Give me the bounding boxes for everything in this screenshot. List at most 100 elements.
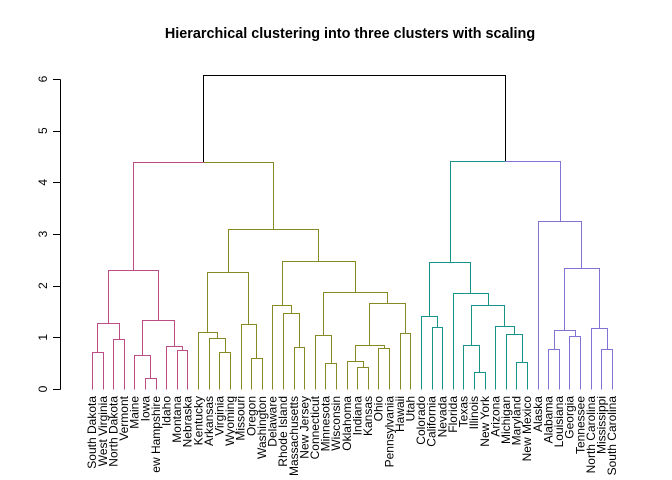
branch: [282, 261, 319, 306]
y-tick-label: 5: [36, 127, 50, 134]
leaf-label: Utah: [404, 396, 418, 421]
leaf-branch: [325, 363, 332, 390]
leaf-branch: [119, 339, 125, 390]
branch: [207, 332, 218, 339]
leaf-label: Alaska: [531, 396, 545, 432]
branch: [291, 313, 300, 348]
leaf-branch: [113, 339, 120, 390]
leaf-branch: [495, 326, 505, 390]
leaf-label: Maine: [128, 396, 142, 429]
branch: [387, 303, 406, 334]
y-tick-label: 0: [36, 385, 50, 392]
leaf-branch: [378, 348, 385, 390]
leaf-branch: [134, 355, 143, 390]
leaf-label: Minnesota: [319, 396, 333, 452]
leaf-label: West Virginia: [96, 396, 110, 467]
branch: [142, 355, 151, 379]
leaf-branch: [432, 327, 438, 390]
leaf-label: South Carolina: [605, 396, 619, 476]
leaf-branch: [607, 349, 613, 390]
leaf-branch: [453, 293, 471, 390]
branch: [282, 305, 292, 314]
leaf-label: Kansas: [361, 396, 375, 436]
leaf-label: New Mexico: [520, 396, 534, 462]
branch: [429, 262, 451, 317]
leaf-branch: [463, 345, 472, 390]
leaf-branch: [347, 361, 356, 390]
leaf-branch: [145, 378, 151, 390]
leaf-label: ew Hampshire: [149, 396, 163, 473]
branch: [514, 334, 523, 363]
leaf-label: Hawaii: [393, 396, 407, 432]
branch: [228, 229, 274, 273]
leaf-label: Florida: [446, 396, 460, 433]
leaf-branch: [97, 352, 104, 390]
leaf-label: Connecticut: [308, 395, 322, 459]
branch: [318, 261, 356, 293]
leaf-branch: [182, 350, 188, 390]
leaf-label: Wyoming: [223, 396, 237, 446]
branch: [97, 323, 109, 353]
leaf-label: Mississippi: [595, 396, 609, 454]
leaf-label: New Jersey: [297, 396, 311, 459]
leaf-branch: [405, 333, 411, 390]
leaf-branch: [241, 324, 249, 390]
branch: [450, 262, 471, 294]
leaf-branch: [400, 333, 406, 390]
leaf-label: North Carolina: [584, 396, 598, 474]
leaf-branch: [516, 362, 523, 390]
branch: [488, 305, 505, 327]
leaf-branch: [575, 336, 581, 390]
branch: [369, 345, 385, 349]
leaf-label: Rhode Island: [276, 396, 290, 467]
branch: [354, 75, 506, 162]
branch: [471, 345, 480, 373]
branch: [228, 272, 249, 325]
branch: [207, 272, 229, 333]
leaf-label: Idaho: [160, 396, 174, 426]
branch: [429, 316, 438, 328]
leaf-label: California: [425, 396, 439, 447]
leaf-label: Virginia: [213, 396, 227, 436]
leaf-branch: [331, 363, 337, 390]
leaf-label: Illinois: [467, 396, 481, 429]
branch: [133, 162, 204, 271]
leaf-branch: [225, 352, 231, 390]
leaf-label: Ohio: [372, 396, 386, 422]
branch: [273, 229, 319, 262]
leaf-branch: [437, 327, 443, 390]
branch: [203, 162, 274, 230]
leaf-branch: [363, 367, 369, 390]
leaf-branch: [315, 335, 324, 390]
branch: [564, 268, 582, 331]
leaf-branch: [554, 349, 560, 390]
leaf-label: Alabama: [541, 396, 555, 444]
branch: [248, 324, 257, 359]
branch: [581, 268, 600, 329]
branch: [554, 330, 565, 350]
leaf-branch: [294, 347, 300, 390]
leaf-label: Nevada: [435, 396, 449, 438]
leaf-label: Oklahoma: [340, 396, 354, 451]
leaf-label: Indiana: [351, 396, 365, 436]
leaf-label: Arizona: [488, 396, 502, 437]
leaf-label: Vermont: [117, 395, 131, 440]
branch: [471, 305, 489, 346]
leaf-label: Kentucky: [191, 396, 205, 445]
branch: [174, 346, 183, 351]
leaf-label: Oregon: [244, 396, 258, 436]
leaf-branch: [198, 332, 208, 390]
y-tick-label: 4: [36, 179, 50, 186]
branch: [323, 292, 356, 336]
leaf-label: Wisconsin: [329, 396, 343, 451]
branch: [505, 161, 561, 222]
leaf-branch: [283, 313, 292, 390]
leaf-label: Washington: [255, 396, 269, 459]
leaf-branch: [569, 336, 576, 390]
chart-title: Hierarchical clustering into three clust…: [165, 26, 535, 42]
branch: [564, 330, 576, 337]
leaf-branch: [384, 348, 390, 390]
y-tick-label: 2: [36, 282, 50, 289]
